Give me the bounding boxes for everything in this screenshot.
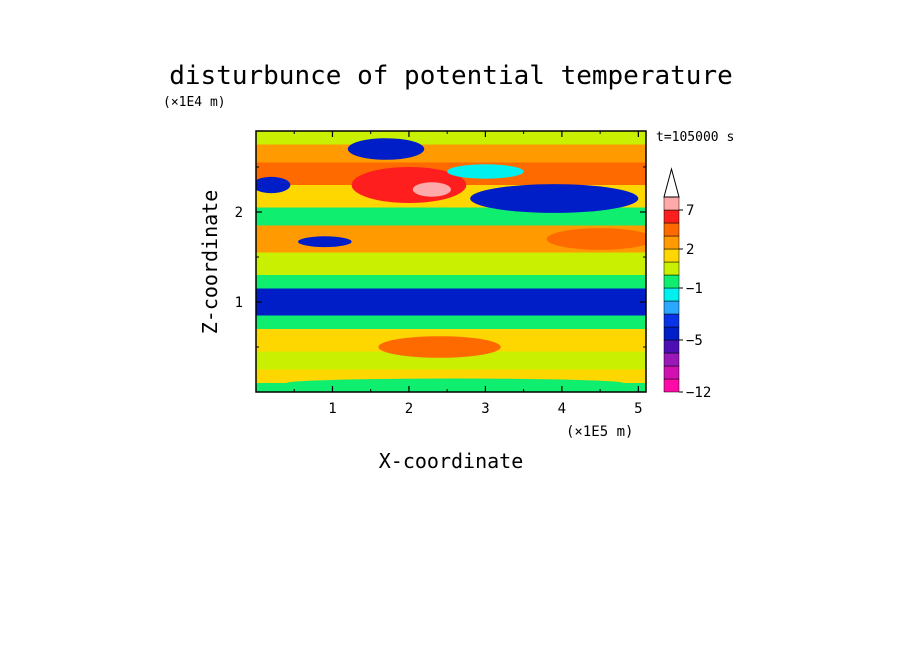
y-tick-label: 2 bbox=[235, 205, 243, 221]
colorbar-tick-label: 2 bbox=[686, 242, 694, 258]
x-unit-label: (×1E5 m) bbox=[566, 424, 633, 440]
colorbar-swatch-9 bbox=[663, 261, 680, 276]
colorbar-tick-label: 7 bbox=[686, 203, 694, 219]
x-tick-label: 1 bbox=[328, 401, 336, 417]
field-band-7 bbox=[256, 275, 646, 289]
colorbar-swatch-8 bbox=[663, 274, 680, 289]
time-label: t=105000 s bbox=[656, 130, 734, 145]
field-feature-1 bbox=[412, 182, 451, 197]
x-tick-label: 5 bbox=[634, 401, 642, 417]
colorbar-swatch-2 bbox=[663, 352, 680, 367]
colorbar-swatch-10 bbox=[663, 248, 680, 263]
colorbar-swatch-14 bbox=[663, 196, 680, 211]
colorbar-swatch-7 bbox=[663, 287, 680, 302]
x-tick-label: 4 bbox=[558, 401, 566, 417]
field-feature-4 bbox=[447, 164, 524, 179]
field-feature-6 bbox=[256, 176, 291, 194]
chart-title: disturbunce of potential temperature bbox=[169, 61, 733, 91]
field-feature-2 bbox=[470, 184, 639, 213]
y-axis-label: Z-coordinate bbox=[198, 190, 222, 335]
colorbar-swatch-3 bbox=[663, 339, 680, 354]
x-tick-label: 2 bbox=[405, 401, 413, 417]
field-feature-8 bbox=[546, 228, 646, 250]
contour-field bbox=[256, 131, 646, 392]
field-feature-7 bbox=[378, 336, 501, 358]
x-tick-label: 3 bbox=[481, 401, 489, 417]
x-axis-label: X-coordinate bbox=[379, 449, 524, 473]
colorbar-swatch-5 bbox=[663, 313, 680, 328]
colorbar-tick-label: −5 bbox=[686, 333, 703, 349]
y-unit-label: (×1E4 m) bbox=[163, 95, 226, 110]
field-band-6 bbox=[256, 252, 646, 275]
field-band-13 bbox=[256, 383, 646, 392]
x-ticks: 1 2 3 4 5 bbox=[293, 131, 643, 417]
field-band-0 bbox=[256, 131, 646, 145]
field-band-11 bbox=[256, 351, 646, 370]
field-band-9 bbox=[256, 315, 646, 329]
colorbar-swatch-12 bbox=[663, 222, 680, 237]
field-feature-9 bbox=[286, 378, 624, 388]
colorbar-tick-label: −1 bbox=[686, 281, 703, 297]
colorbar-swatch-4 bbox=[663, 326, 680, 341]
field-feature-5 bbox=[298, 236, 352, 248]
colorbar-extend-arrow bbox=[663, 167, 680, 198]
field-band-8 bbox=[256, 288, 646, 316]
y-ticks: 12 bbox=[235, 166, 646, 348]
y-tick-label: 1 bbox=[235, 295, 243, 311]
colorbar: 7 2 −1 −5 −12 bbox=[663, 167, 711, 401]
colorbar-swatch-0 bbox=[663, 378, 680, 393]
plot-frame bbox=[255, 130, 647, 393]
colorbar-tick-label: −12 bbox=[686, 385, 711, 401]
colorbar-swatch-6 bbox=[663, 300, 680, 315]
colorbar-swatch-11 bbox=[663, 235, 680, 250]
field-feature-3 bbox=[347, 138, 425, 160]
colorbar-swatch-1 bbox=[663, 365, 680, 380]
colorbar-swatch-13 bbox=[663, 209, 680, 224]
field-band-1 bbox=[256, 144, 646, 163]
